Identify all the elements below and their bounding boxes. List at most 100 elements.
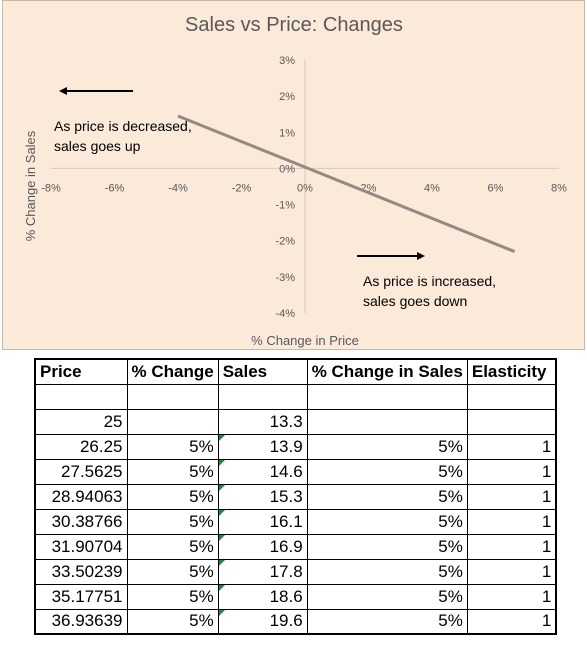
table-row: 26.25 5% 13.9 5% 1 [34, 433, 558, 460]
table-cell: 25 [34, 408, 128, 435]
table-cell [34, 383, 128, 410]
table-cell: 5% [126, 508, 219, 535]
table-cell: 15.3 [217, 483, 308, 510]
x-tick-label: -2% [232, 182, 252, 194]
table-cell: 5% [306, 608, 468, 635]
table-cell [466, 408, 558, 435]
chart-panel: Sales vs Price: Changes -8% -6% -4% -2% 0% 2% 4… [2, 0, 585, 350]
table-cell: 5% [126, 458, 219, 485]
table-cell: 18.6 [217, 583, 308, 610]
y-tick-label: -1% [275, 200, 295, 212]
column-header: % Change in Sales [306, 358, 468, 385]
y-tick-label: 3% [279, 55, 295, 67]
table-cell: 19.6 [217, 608, 308, 635]
table-cell [217, 383, 308, 410]
cell-marker-icon [218, 434, 225, 441]
table-row: 33.50239 5% 17.8 5% 1 [34, 558, 558, 585]
table-cell: 5% [126, 608, 219, 635]
y-tick-label: -3% [275, 272, 295, 284]
table-cell: 1 [466, 508, 558, 535]
table-cell: 30.38766 [34, 508, 128, 535]
table-cell: 5% [306, 508, 468, 535]
cell-marker-icon [218, 559, 225, 566]
table-row: 31.90704 5% 16.9 5% 1 [34, 533, 558, 560]
table-cell: 1 [466, 608, 558, 635]
table-row: 36.93639 5% 19.6 5% 1 [34, 608, 558, 635]
table-row: 25 13.3 [34, 408, 558, 435]
cell-marker-icon [218, 509, 225, 516]
table-cell: 5% [306, 583, 468, 610]
table-cell: 31.90704 [34, 533, 128, 560]
table-cell: 33.50239 [34, 558, 128, 585]
x-tick-label: 0% [297, 182, 313, 194]
chart-title: Sales vs Price: Changes [185, 14, 403, 36]
table-cell: 1 [466, 558, 558, 585]
table-cell: 1 [466, 533, 558, 560]
cell-marker-icon [218, 484, 225, 491]
header-row: Price% Change Sales% Change in Sales Elast… [34, 358, 558, 385]
table-cell: 17.8 [217, 558, 308, 585]
table-cell: 5% [126, 433, 219, 460]
table-cell: 5% [126, 533, 219, 560]
table-cell: 13.9 [217, 433, 308, 460]
annotation-increase-line2: sales goes down [363, 293, 467, 309]
column-header: Price [34, 358, 128, 385]
table-cell: 35.17751 [34, 583, 128, 610]
table-body: 25 13.3 26.25 5% 13.9 5% 1 27.5625 5% 14.6 5% 1 28.9… [34, 383, 558, 635]
table-cell [466, 383, 558, 410]
column-header: Elasticity [466, 358, 558, 385]
table-cell: 14.6 [217, 458, 308, 485]
cell-marker-icon [218, 584, 225, 591]
annotation-decrease-line2: sales goes up [54, 138, 141, 154]
table-cell: 13.3 [217, 408, 308, 435]
table-cell: 1 [466, 433, 558, 460]
cell-marker-icon [218, 534, 225, 541]
x-tick-label: -4% [168, 182, 188, 194]
cell-marker-icon [218, 459, 225, 466]
table-cell: 1 [466, 583, 558, 610]
table-row: 30.38766 5% 16.1 5% 1 [34, 508, 558, 535]
x-tick-label: -6% [105, 182, 125, 194]
table-cell: 5% [126, 583, 219, 610]
table-cell [306, 408, 468, 435]
table-cell: 5% [306, 533, 468, 560]
table-cell: 16.1 [217, 508, 308, 535]
y-tick-label: -2% [275, 236, 295, 248]
y-tick-label: -4% [275, 308, 295, 320]
y-tick-label: 2% [279, 91, 295, 103]
x-tick-label: -8% [41, 182, 61, 194]
y-tick-label: 1% [279, 127, 295, 139]
table-cell: 1 [466, 458, 558, 485]
y-tick-label: 0% [279, 163, 295, 175]
table-cell: 5% [306, 483, 468, 510]
table-row [34, 383, 558, 410]
table-cell: 28.94063 [34, 483, 128, 510]
table-cell: 16.9 [217, 533, 308, 560]
cell-marker-icon [218, 609, 225, 616]
table-cell [126, 383, 219, 410]
table-row: 28.94063 5% 15.3 5% 1 [34, 483, 558, 510]
y-axis-title: % Change in Sales [23, 130, 38, 241]
x-axis-title: % Change in Price [251, 333, 359, 348]
table-cell: 27.5625 [34, 458, 128, 485]
table-cell: 26.25 [34, 433, 128, 460]
table-row: 27.5625 5% 14.6 5% 1 [34, 458, 558, 485]
table-cell: 1 [466, 483, 558, 510]
column-header: Sales [217, 358, 308, 385]
x-tick-label: 6% [488, 182, 504, 194]
table-cell: 5% [306, 458, 468, 485]
table-cell: 5% [126, 558, 219, 585]
x-tick-label: 8% [551, 182, 567, 194]
column-header: % Change [126, 358, 219, 385]
series-line-0 [177, 114, 516, 253]
table-row: 35.17751 5% 18.6 5% 1 [34, 583, 558, 610]
table-cell [126, 408, 219, 435]
x-tick-label: 4% [424, 182, 440, 194]
table-cell: 36.93639 [34, 608, 128, 635]
line-chart: Sales vs Price: Changes -8% -6% -4% -2% 0% 2% 4… [23, 14, 567, 348]
table-header: Price% Change Sales% Change in Sales Elast… [34, 358, 558, 385]
annotation-increase-line1: As price is increased, [363, 273, 496, 289]
table-cell [306, 383, 468, 410]
table-cell: 5% [306, 433, 468, 460]
annotation-decrease-line1: As price is decreased, [54, 118, 192, 134]
